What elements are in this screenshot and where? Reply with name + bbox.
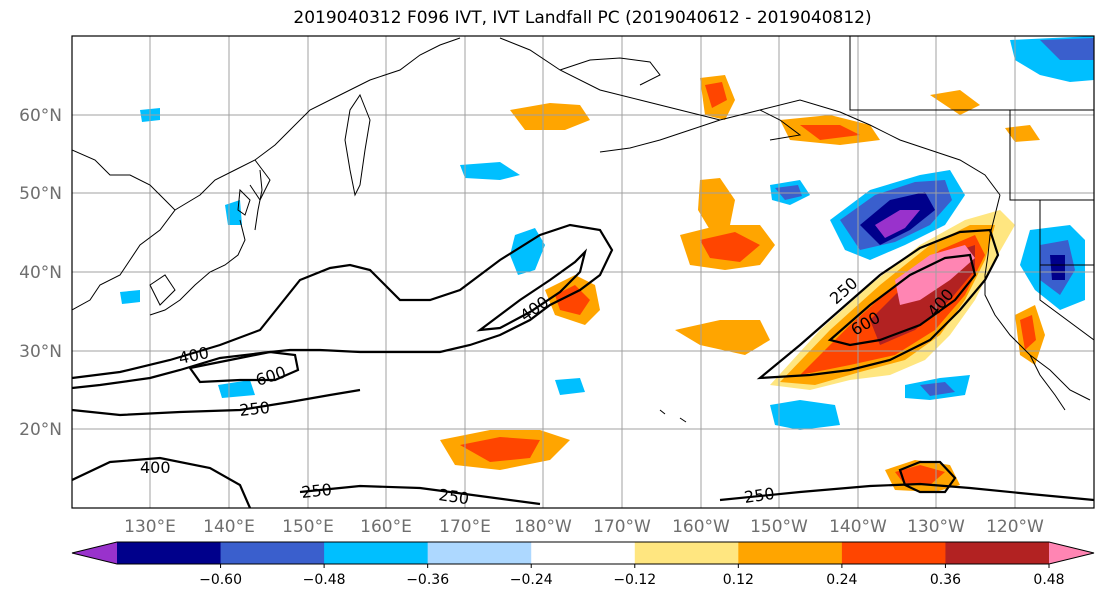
lon-label: 140°E — [203, 517, 255, 537]
lon-label: 160°W — [672, 517, 730, 537]
colorbar-swatch — [220, 542, 325, 564]
map-title: 2019040312 F096 IVT, IVT Landfall PC (20… — [293, 8, 872, 28]
colorbar-tick-label: 0.12 — [723, 572, 754, 588]
lat-label: 20°N — [19, 420, 62, 440]
colorbar-extend-max — [1049, 542, 1094, 564]
ivt-contours — [72, 223, 1094, 508]
contour-label: 250 — [743, 484, 776, 507]
colorbar-tick-label: 0.24 — [826, 572, 857, 588]
lon-axis: 130°E 140°E 150°E 160°E 170°E 180°W 170°… — [124, 517, 1044, 537]
colorbar-swatch — [117, 542, 222, 564]
contour-label: 250 — [238, 398, 270, 420]
colorbar-swatch — [841, 542, 946, 564]
colorbar-outline — [71, 541, 1095, 565]
colorbar-tick-label: −0.60 — [199, 572, 242, 588]
colorbar-swatch — [531, 542, 636, 564]
colorbar-tick-label: −0.48 — [303, 572, 346, 588]
lat-label: 60°N — [19, 106, 62, 126]
colorbar-swatch — [945, 542, 1050, 564]
lat-axis: 60°N 50°N 40°N 30°N 20°N — [19, 106, 62, 440]
lat-label: 40°N — [19, 263, 62, 283]
colorbar-tick-label: 0.48 — [1033, 572, 1064, 588]
lon-label: 170°E — [439, 517, 491, 537]
lon-label: 150°W — [750, 517, 808, 537]
coastlines — [72, 36, 1094, 423]
map-frame — [71, 35, 1095, 509]
colorbar-swatch — [634, 542, 739, 564]
contour-label: 250 — [300, 480, 332, 502]
lon-label: 130°W — [907, 517, 965, 537]
colorbar: −0.60 −0.48 −0.36 −0.24 −0.12 0.12 0.24 0.36 0.4… — [71, 541, 1095, 588]
colorbar-tick-label: −0.24 — [510, 572, 553, 588]
colorbar-extend-min — [72, 542, 117, 564]
lon-label: 160°E — [360, 517, 412, 537]
lon-label: 130°E — [124, 517, 176, 537]
colorbar-tick-label: 0.36 — [930, 572, 961, 588]
lon-label: 120°W — [986, 517, 1044, 537]
lon-label: 180°W — [514, 517, 572, 537]
colorbar-swatch — [427, 542, 532, 564]
colorbar-tick-label: −0.12 — [613, 572, 656, 588]
contour-label: 250 — [437, 485, 470, 508]
lon-label: 140°W — [829, 517, 887, 537]
lon-label: 170°W — [593, 517, 651, 537]
lat-label: 30°N — [19, 342, 62, 362]
colorbar-swatch — [324, 542, 429, 564]
lat-label: 50°N — [19, 184, 62, 204]
graticule — [72, 36, 1094, 508]
colorbar-tick-label: −0.36 — [406, 572, 449, 588]
colorbar-swatch — [738, 542, 843, 564]
lon-label: 150°E — [282, 517, 334, 537]
contour-label: 400 — [140, 458, 171, 477]
